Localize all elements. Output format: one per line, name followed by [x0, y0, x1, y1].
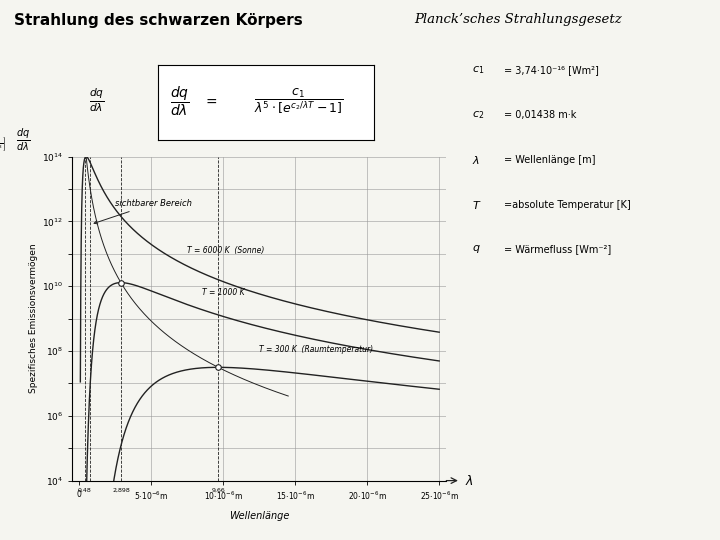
Text: $\dfrac{dq}{d\lambda}$: $\dfrac{dq}{d\lambda}$ [170, 84, 190, 118]
Text: = Wärmefluss [Wm⁻²]: = Wärmefluss [Wm⁻²] [504, 245, 611, 254]
Text: Planck’sches Strahlungsgesetz: Planck’sches Strahlungsgesetz [415, 14, 622, 26]
Text: T = 1000 K: T = 1000 K [202, 288, 244, 296]
Text: $T$: $T$ [472, 199, 481, 211]
Y-axis label: Spezifisches Emissionsvermögen: Spezifisches Emissionsvermögen [29, 244, 37, 394]
Text: $c_1$: $c_1$ [472, 64, 484, 76]
Text: = 3,74·10⁻¹⁶ [Wm²]: = 3,74·10⁻¹⁶ [Wm²] [504, 65, 599, 75]
Text: $=$: $=$ [203, 94, 217, 108]
Text: 0,48: 0,48 [78, 488, 91, 493]
Text: sichtbarer Bereich: sichtbarer Bereich [94, 199, 192, 224]
Text: T = 6000 K  (Sonne): T = 6000 K (Sonne) [187, 246, 264, 255]
Text: $\frac{dq}{d\lambda}$: $\frac{dq}{d\lambda}$ [16, 127, 30, 153]
Text: $c_2$: $c_2$ [472, 109, 484, 121]
Text: $\frac{dq}{d\lambda}$: $\frac{dq}{d\lambda}$ [89, 86, 105, 114]
Text: = Wellenlänge [m]: = Wellenlänge [m] [504, 155, 595, 165]
Text: 9,66: 9,66 [212, 488, 225, 493]
Text: =absolute Temperatur [K]: =absolute Temperatur [K] [504, 200, 631, 210]
Text: $q$: $q$ [472, 244, 480, 255]
Text: $\left[\frac{W}{m^3}\right]$: $\left[\frac{W}{m^3}\right]$ [0, 136, 6, 153]
Text: $\dfrac{c_1}{\lambda^5 \cdot \left[e^{c_2/\lambda T} - 1\right]}$: $\dfrac{c_1}{\lambda^5 \cdot \left[e^{c_… [254, 86, 343, 116]
Text: Wellenlänge: Wellenlänge [229, 511, 289, 522]
Text: T = 300 K  (Raumtemperatur): T = 300 K (Raumtemperatur) [259, 345, 374, 354]
Text: $\lambda$: $\lambda$ [472, 154, 480, 166]
Text: 2,898: 2,898 [112, 488, 130, 493]
Text: $\lambda$: $\lambda$ [465, 474, 474, 488]
Text: Strahlung des schwarzen Körpers: Strahlung des schwarzen Körpers [14, 14, 303, 29]
Text: = 0,01438 m·k: = 0,01438 m·k [504, 110, 577, 120]
